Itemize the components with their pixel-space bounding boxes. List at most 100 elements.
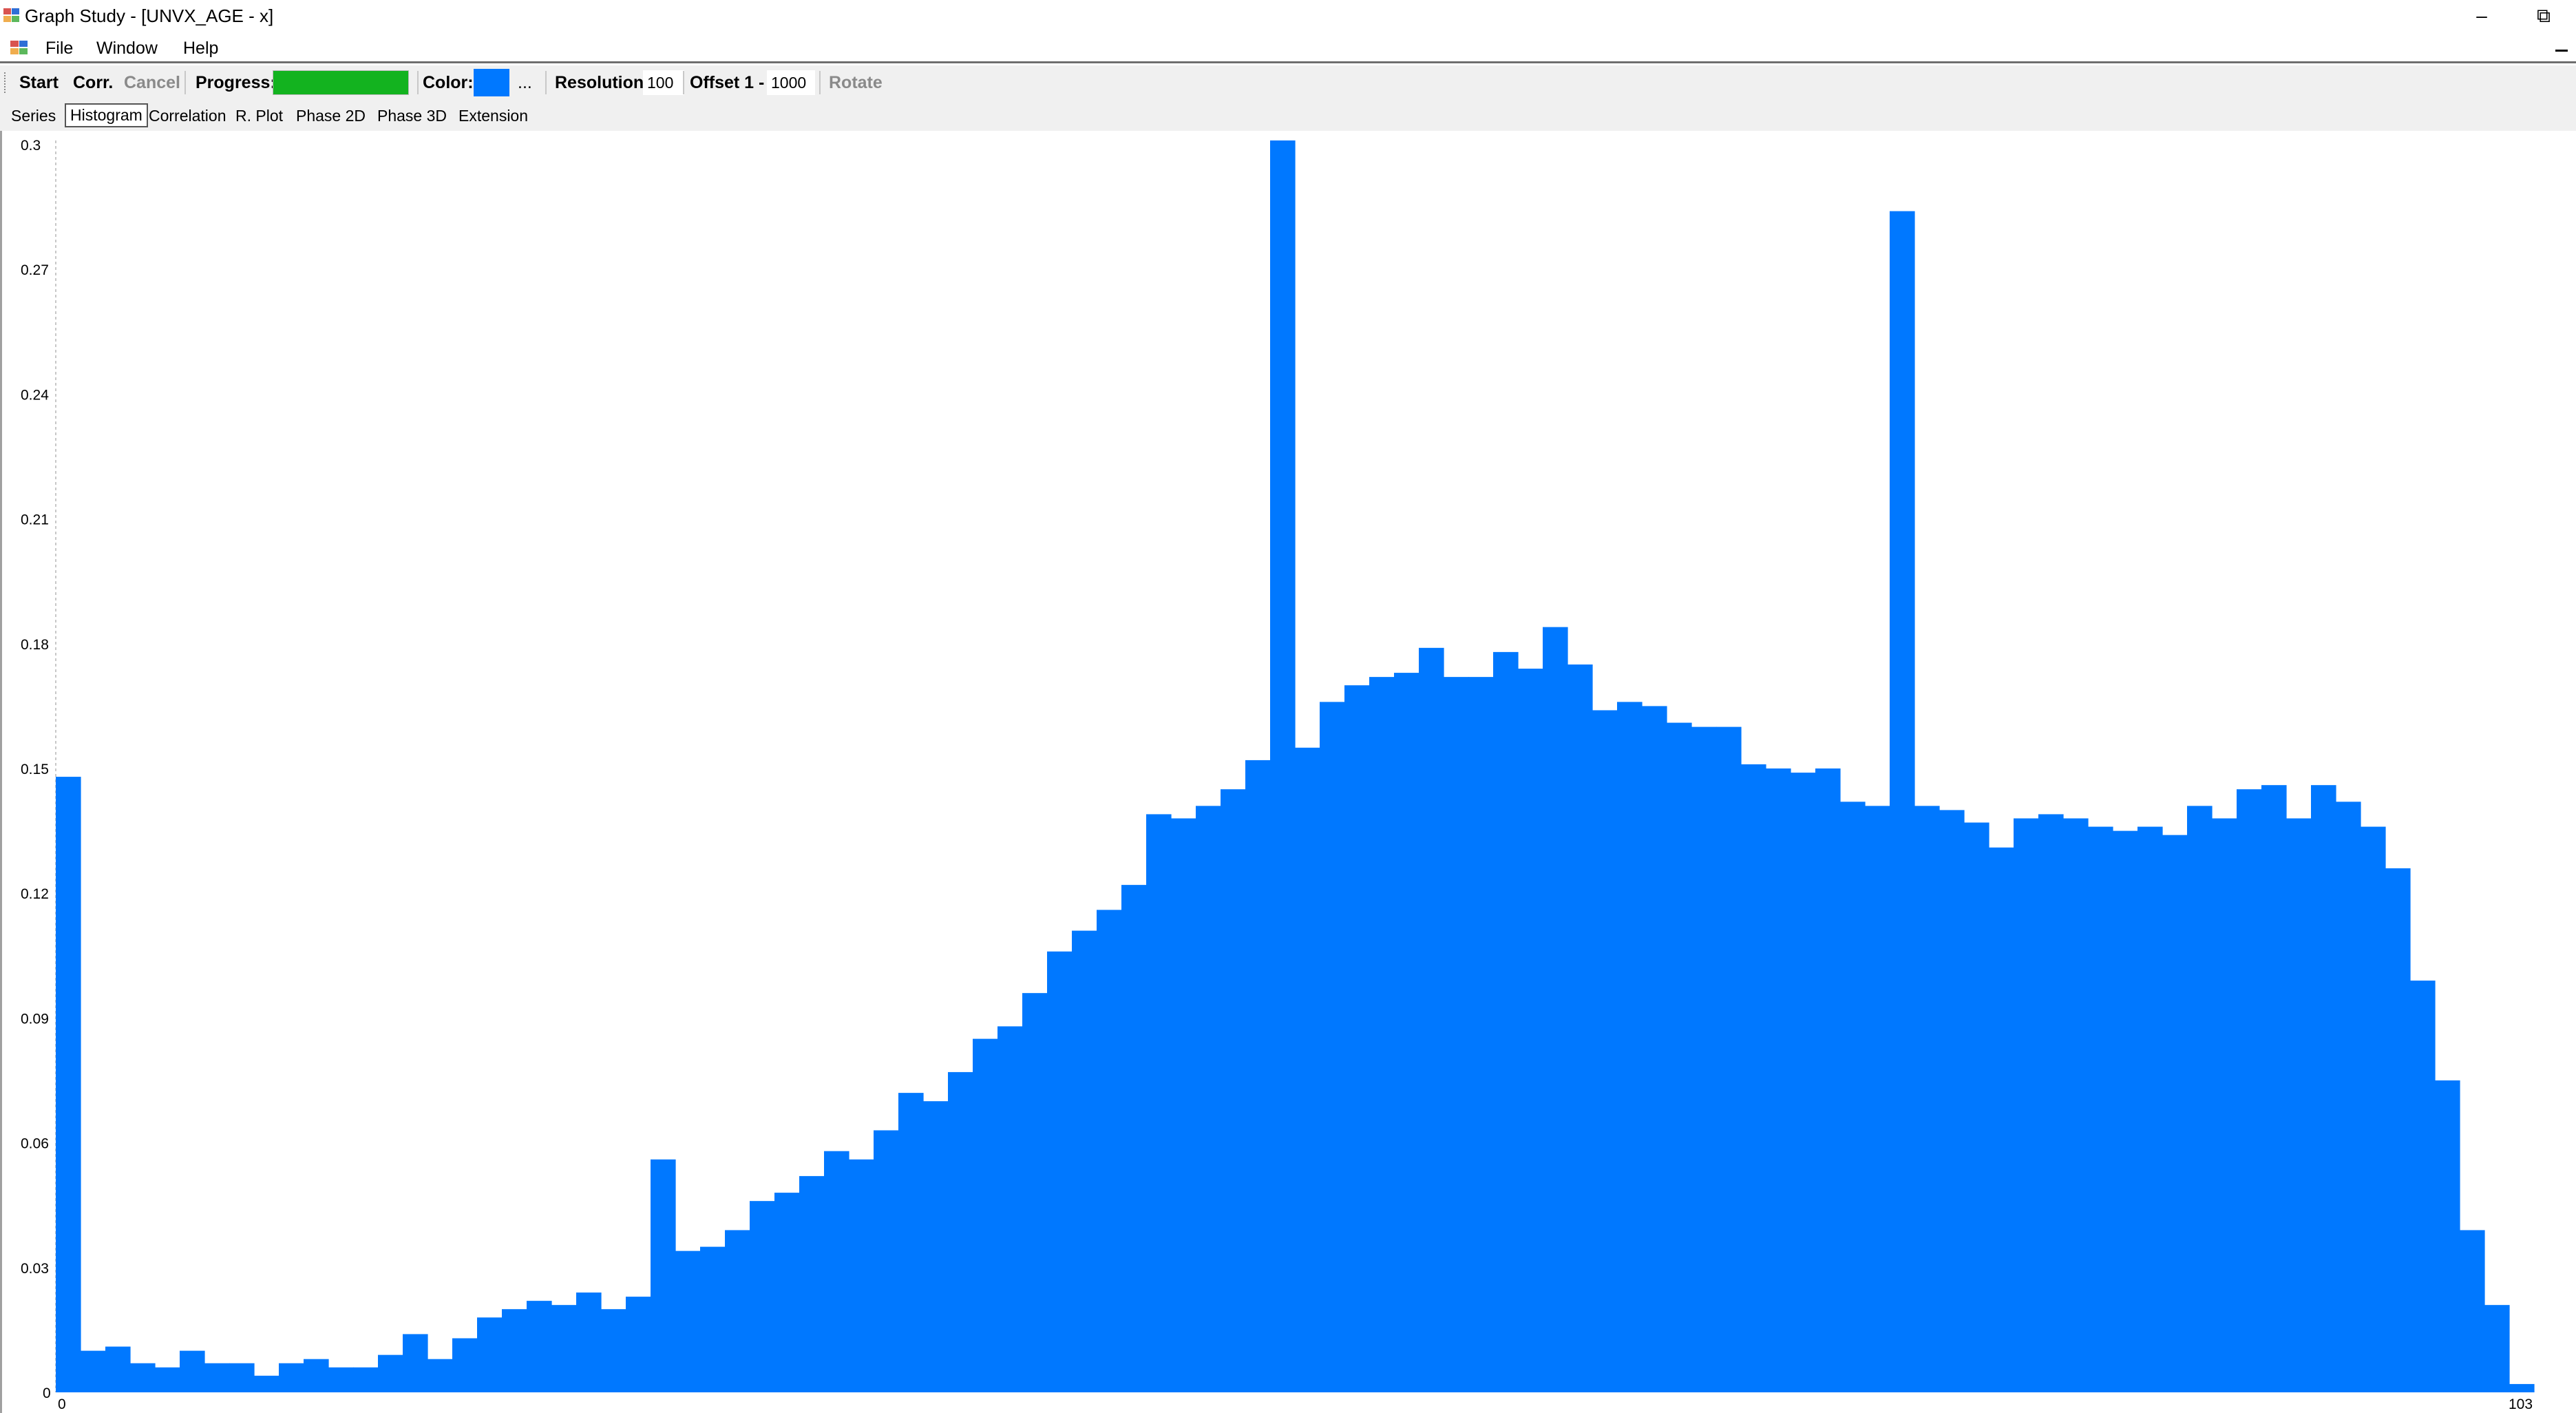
tab-phase-3d[interactable]: Phase 3D: [377, 107, 447, 125]
progress-bar: [273, 70, 409, 95]
histogram-bar: [204, 1363, 230, 1392]
histogram-bar: [1171, 818, 1196, 1392]
histogram-bar: [898, 1093, 924, 1392]
histogram-bar: [1865, 806, 1890, 1392]
histogram-bar: [1691, 726, 1717, 1392]
histogram-bar: [1468, 677, 1494, 1392]
offset-label: Offset 1 -: [690, 73, 765, 92]
histogram-bar: [1617, 702, 1643, 1392]
child-minimize-icon[interactable]: [2555, 50, 2568, 52]
histogram-bar: [874, 1130, 899, 1392]
progress-fill: [273, 71, 408, 94]
offset-input[interactable]: 1000: [767, 70, 815, 95]
tab-r-plot[interactable]: R. Plot: [235, 107, 284, 125]
histogram-bar: [2113, 830, 2138, 1392]
histogram-plot[interactable]: 0 0.03 0.06 0.09 0.12 0.15 0.18 0.21 0.24 0.27 0.3…: [0, 131, 2576, 1413]
histogram-bar: [477, 1317, 503, 1392]
tab-series[interactable]: Series: [11, 107, 56, 125]
menu-window[interactable]: Window: [96, 39, 158, 58]
histogram-bar: [1295, 747, 1320, 1392]
start-button[interactable]: Start: [19, 73, 59, 92]
histogram-bar: [1741, 764, 1766, 1392]
tab-phase-2d[interactable]: Phase 2D: [296, 107, 366, 125]
histogram-bar: [1791, 773, 1816, 1392]
menu-help[interactable]: Help: [183, 39, 219, 58]
histogram-bar: [155, 1367, 180, 1392]
histogram-bar: [1196, 806, 1221, 1392]
progress-label: Progress:: [196, 73, 276, 92]
histogram-bar: [2311, 785, 2336, 1392]
color-label: Color:: [423, 73, 474, 92]
histogram-bar: [353, 1367, 379, 1392]
offset-value: 1000: [771, 74, 807, 92]
histogram-bar: [675, 1250, 701, 1392]
y-tick-label: 0.06: [21, 1136, 49, 1152]
title-bar: Graph Study - [UNVX_AGE - x] – ⧉: [0, 0, 2576, 32]
histogram-bar: [973, 1038, 998, 1392]
histogram-bar: [1642, 706, 1667, 1392]
histogram-bar: [1022, 993, 1048, 1392]
histogram-bar: [1270, 140, 1296, 1393]
minimize-button[interactable]: –: [2451, 0, 2513, 32]
histogram-bar: [1667, 722, 1692, 1392]
toolbar: Start Corr. Cancel Progress: Color: ... …: [0, 65, 2576, 100]
histogram-bar: [2261, 785, 2287, 1392]
histogram-bar: [774, 1193, 800, 1392]
histogram-bar: [1989, 847, 2014, 1392]
toolbar-separator: [184, 71, 186, 94]
histogram-bar: [2014, 818, 2039, 1392]
document-icon[interactable]: [10, 39, 29, 56]
cancel-button[interactable]: Cancel: [124, 73, 180, 92]
histogram-bar: [997, 1026, 1023, 1392]
histogram-bar: [2137, 826, 2163, 1392]
tab-correlation[interactable]: Correlation: [149, 107, 226, 125]
histogram-bar: [279, 1363, 304, 1392]
resolution-label: Resolution: [555, 73, 644, 92]
histogram-bar: [1914, 806, 1940, 1392]
y-tick-label: 0.12: [21, 886, 49, 902]
y-tick-label: 0.27: [21, 262, 49, 278]
histogram-bar: [1840, 802, 1866, 1392]
color-swatch[interactable]: [474, 69, 509, 96]
tab-histogram[interactable]: Histogram: [65, 103, 148, 127]
histogram-bar: [601, 1309, 626, 1392]
histogram-bar: [923, 1101, 949, 1392]
histogram-bar: [2385, 868, 2411, 1392]
histogram-bar: [2088, 826, 2113, 1392]
histogram-bar: [750, 1201, 775, 1392]
histogram-bar: [56, 777, 81, 1392]
histogram-bar: [1097, 910, 1122, 1392]
histogram-bar: [502, 1309, 527, 1392]
rotate-button[interactable]: Rotate: [829, 73, 883, 92]
histogram-bar: [403, 1334, 428, 1392]
histogram-bar: [948, 1071, 973, 1392]
histogram-bar: [1567, 664, 1593, 1392]
color-picker-button[interactable]: ...: [518, 73, 532, 92]
histogram-bar: [1146, 814, 1172, 1392]
tab-strip: Series Histogram Correlation R. Plot Pha…: [0, 100, 2576, 131]
toolbar-separator: [819, 71, 821, 94]
tab-extension[interactable]: Extension: [458, 107, 529, 125]
histogram-chart: 0 0.03 0.06 0.09 0.12 0.15 0.18 0.21 0.24 0.27 0.3…: [21, 138, 2535, 1412]
toolbar-separator: [683, 71, 684, 94]
histogram-bar: [452, 1338, 478, 1392]
histogram-bar: [527, 1301, 552, 1392]
histogram-bar: [1245, 760, 1271, 1392]
resolution-input[interactable]: 100: [643, 70, 684, 95]
histogram-bar: [1716, 726, 1742, 1392]
histogram-bar: [1815, 768, 1841, 1392]
histogram-bar: [304, 1359, 329, 1392]
restore-button[interactable]: ⧉: [2513, 0, 2575, 32]
histogram-bar: [2187, 806, 2213, 1392]
histogram-bar: [2361, 826, 2386, 1392]
histogram-bar: [378, 1354, 403, 1392]
histogram-bar: [576, 1292, 602, 1392]
toolbar-grip[interactable]: [4, 72, 7, 93]
corr-button[interactable]: Corr.: [73, 73, 114, 92]
histogram-bar: [1518, 669, 1543, 1392]
histogram-bar: [105, 1346, 131, 1392]
resolution-value: 100: [647, 74, 674, 92]
histogram-bar: [254, 1375, 279, 1392]
menu-file[interactable]: File: [45, 39, 74, 58]
restore-icon: ⧉: [2537, 4, 2551, 26]
